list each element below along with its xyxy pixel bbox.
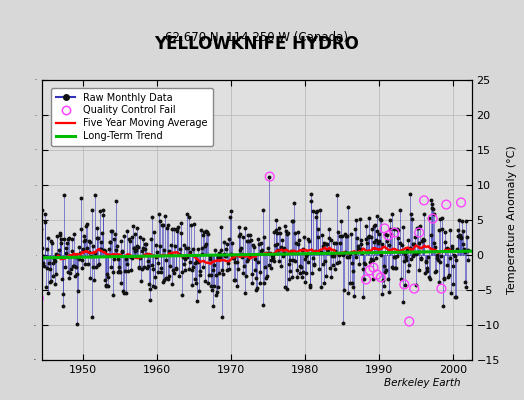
Point	[410, 286, 418, 292]
Point	[415, 229, 423, 236]
Point	[366, 267, 374, 274]
Legend: Raw Monthly Data, Quality Control Fail, Five Year Moving Average, Long-Term Tren: Raw Monthly Data, Quality Control Fail, …	[51, 88, 213, 146]
Point	[405, 318, 413, 325]
Text: Berkeley Earth: Berkeley Earth	[385, 378, 461, 388]
Text: 62.670 N, 114.250 W (Canada): 62.670 N, 114.250 W (Canada)	[165, 31, 348, 44]
Y-axis label: Temperature Anomaly (°C): Temperature Anomaly (°C)	[507, 146, 517, 294]
Title: YELLOWKNIFE HYDRO: YELLOWKNIFE HYDRO	[155, 36, 359, 54]
Point	[400, 281, 409, 288]
Point	[390, 229, 399, 236]
Point	[429, 215, 437, 222]
Point	[457, 199, 465, 206]
Point	[442, 201, 451, 208]
Point	[369, 264, 378, 271]
Point	[420, 197, 428, 204]
Point	[35, 295, 43, 302]
Point	[266, 174, 274, 180]
Point	[362, 276, 370, 283]
Point	[373, 271, 381, 278]
Point	[377, 274, 385, 281]
Point	[380, 225, 389, 232]
Point	[384, 232, 392, 238]
Point	[437, 286, 445, 292]
